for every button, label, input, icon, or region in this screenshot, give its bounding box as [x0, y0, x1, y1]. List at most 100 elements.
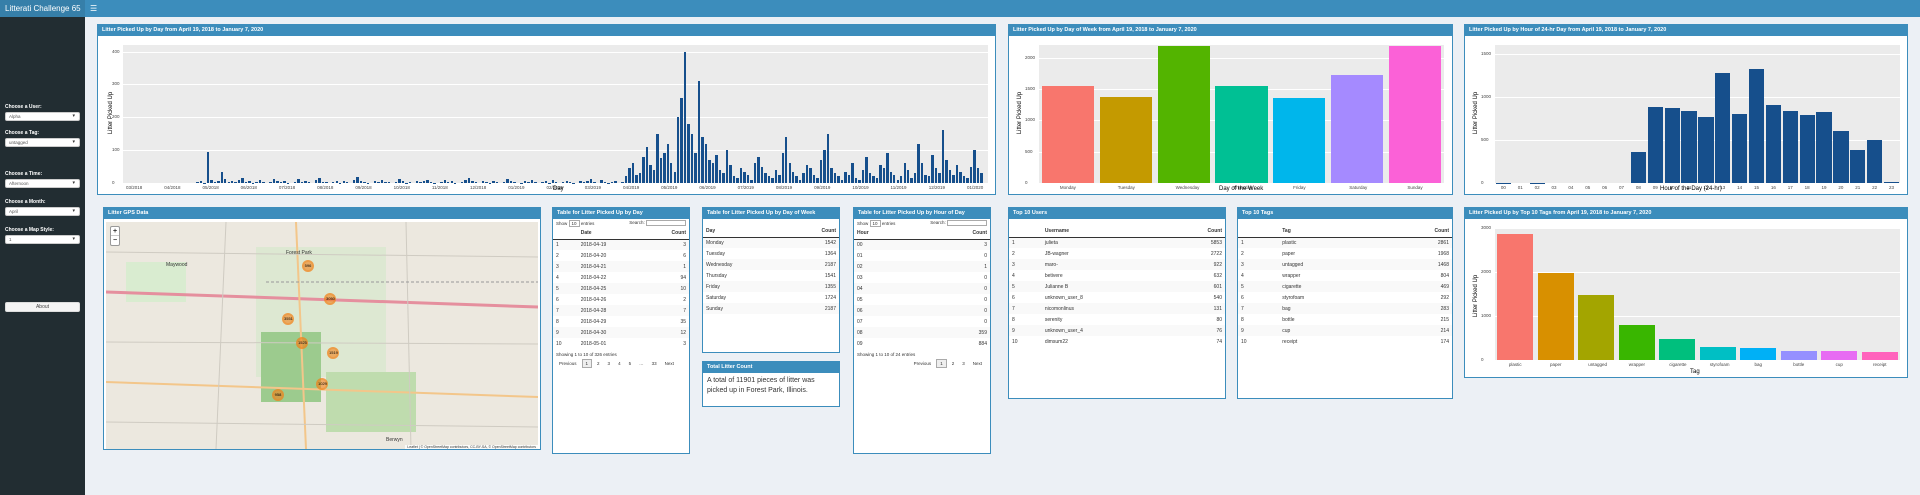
- table-row: Sunday 2187: [703, 303, 839, 314]
- bar: [711, 163, 715, 183]
- page-button[interactable]: 33: [651, 361, 657, 366]
- gridline: [1495, 53, 1900, 55]
- time-select[interactable]: Afternoon ▾: [5, 179, 80, 188]
- bar: [670, 163, 673, 183]
- x-tick-label: 09: [1652, 185, 1658, 190]
- table-row: 4 betivere 632: [1009, 270, 1225, 281]
- previous-button[interactable]: Previous: [559, 361, 577, 366]
- table-cell: 632: [1213, 272, 1222, 279]
- column-header[interactable]: Count: [1379, 226, 1452, 238]
- bar: [1867, 139, 1883, 183]
- x-tick-label: 01/2020: [967, 185, 984, 190]
- marker-cluster[interactable]: 3050: [324, 293, 336, 305]
- table-row: 4 wrapper 804: [1238, 270, 1452, 281]
- map-attribution[interactable]: Leaflet | © OpenStreetMap contributors, …: [405, 445, 538, 449]
- page-button[interactable]: 1: [936, 359, 947, 368]
- marker-cluster[interactable]: 1525: [296, 337, 308, 349]
- bar: [300, 182, 304, 183]
- page-button[interactable]: 2: [951, 361, 955, 366]
- column-header[interactable]: Day: [703, 226, 787, 238]
- bar: [1765, 105, 1782, 183]
- bar: [809, 168, 812, 183]
- table-cell: 215: [1440, 316, 1449, 323]
- marker-cluster[interactable]: 3551: [282, 313, 294, 325]
- bar: [384, 182, 387, 183]
- bar: [373, 181, 377, 183]
- x-tick-label: 09/2019: [814, 185, 831, 190]
- table-cell: 03: [857, 274, 863, 281]
- column-header[interactable]: Count: [1166, 226, 1225, 238]
- column-header[interactable]: [1009, 226, 1042, 238]
- map-style-select[interactable]: 1 ▾: [5, 235, 80, 244]
- table-cell: 6: [683, 252, 686, 259]
- bar: [464, 180, 467, 183]
- marker-cluster[interactable]: 1519: [327, 347, 339, 359]
- bar: [1618, 324, 1655, 360]
- table-cell: 2: [1012, 250, 1015, 257]
- table-cell: bag: [1279, 303, 1379, 314]
- sidebar: Choose a User: Alpha ▾ Choose a Tag: unta…: [0, 17, 85, 495]
- user-select[interactable]: Alpha ▾: [5, 112, 80, 121]
- x-tick-label: untagged: [1588, 362, 1608, 367]
- page-button[interactable]: …: [639, 361, 644, 366]
- tag-select-label: Choose a Tag:: [5, 130, 40, 136]
- search-input[interactable]: [947, 220, 987, 226]
- entries-select[interactable]: 10: [869, 220, 881, 227]
- y-tick-label: 3000: [1481, 225, 1492, 230]
- x-tick-label: 06: [1602, 185, 1608, 190]
- bar: [419, 182, 422, 183]
- tag-select[interactable]: untagged ▾: [5, 138, 80, 147]
- y-tick-label: 1000: [1481, 313, 1492, 318]
- table-cell: 0: [917, 305, 990, 316]
- table-cell: 1542: [786, 237, 839, 248]
- day-table-controls: Show 10 entries Search:: [553, 219, 689, 228]
- marker-cluster[interactable]: 958: [272, 389, 284, 401]
- next-button[interactable]: Next: [972, 361, 982, 366]
- table-row: 1 2018-04-19 3: [553, 239, 689, 250]
- column-header[interactable]: Count: [786, 226, 839, 238]
- map-style-select-value: 1: [9, 237, 12, 242]
- about-button[interactable]: About: [5, 302, 80, 312]
- previous-button[interactable]: Previous: [913, 361, 932, 366]
- x-tick-label: Monday: [1059, 185, 1076, 190]
- column-header[interactable]: [553, 228, 578, 240]
- month-select[interactable]: April ▾: [5, 207, 80, 216]
- hour-chart-plot: [1495, 45, 1900, 184]
- page-button[interactable]: 3: [962, 361, 965, 366]
- zoom-in-button[interactable]: +: [111, 228, 119, 236]
- bar: [359, 181, 363, 183]
- x-tick-label: plastic: [1508, 362, 1522, 367]
- bar: [645, 146, 649, 183]
- column-header[interactable]: Tag: [1279, 226, 1379, 238]
- map-area[interactable]: Maywood Forest Park Berwyn + − 596 3050 …: [106, 222, 538, 449]
- bar: [847, 174, 851, 183]
- x-tick-label: 11: [1686, 185, 1692, 190]
- bar: [656, 133, 659, 183]
- page-button[interactable]: 5: [628, 361, 632, 366]
- tag-select-value: untagged: [9, 140, 28, 145]
- column-header[interactable]: Count: [645, 228, 689, 240]
- bar: [394, 182, 398, 183]
- page-button[interactable]: 3: [607, 361, 611, 366]
- table-cell: 1: [1009, 237, 1042, 248]
- table-row: 4 2018-04-22 94: [553, 272, 689, 283]
- hamburger-icon[interactable]: ☰: [90, 4, 98, 13]
- next-button[interactable]: Next: [664, 361, 674, 366]
- bar: [1659, 339, 1696, 360]
- marker-cluster[interactable]: 596: [302, 260, 314, 272]
- column-header[interactable]: Count: [917, 228, 990, 240]
- marker-cluster[interactable]: 1029: [316, 378, 328, 390]
- column-header[interactable]: Hour: [854, 228, 918, 240]
- user-select-label: Choose a User:: [5, 104, 42, 110]
- page-button[interactable]: 4: [618, 361, 621, 366]
- column-header[interactable]: Date: [577, 228, 646, 240]
- entries-select[interactable]: 10: [568, 220, 580, 227]
- table-row: 10 dimsum22 74: [1009, 336, 1225, 347]
- search-input[interactable]: [646, 220, 686, 226]
- page-button[interactable]: 1: [581, 359, 593, 368]
- zoom-out-button[interactable]: −: [112, 237, 118, 244]
- column-header[interactable]: [1238, 226, 1280, 238]
- page-button[interactable]: 2: [597, 361, 600, 366]
- column-header[interactable]: Username: [1041, 226, 1167, 238]
- bar: [760, 166, 764, 183]
